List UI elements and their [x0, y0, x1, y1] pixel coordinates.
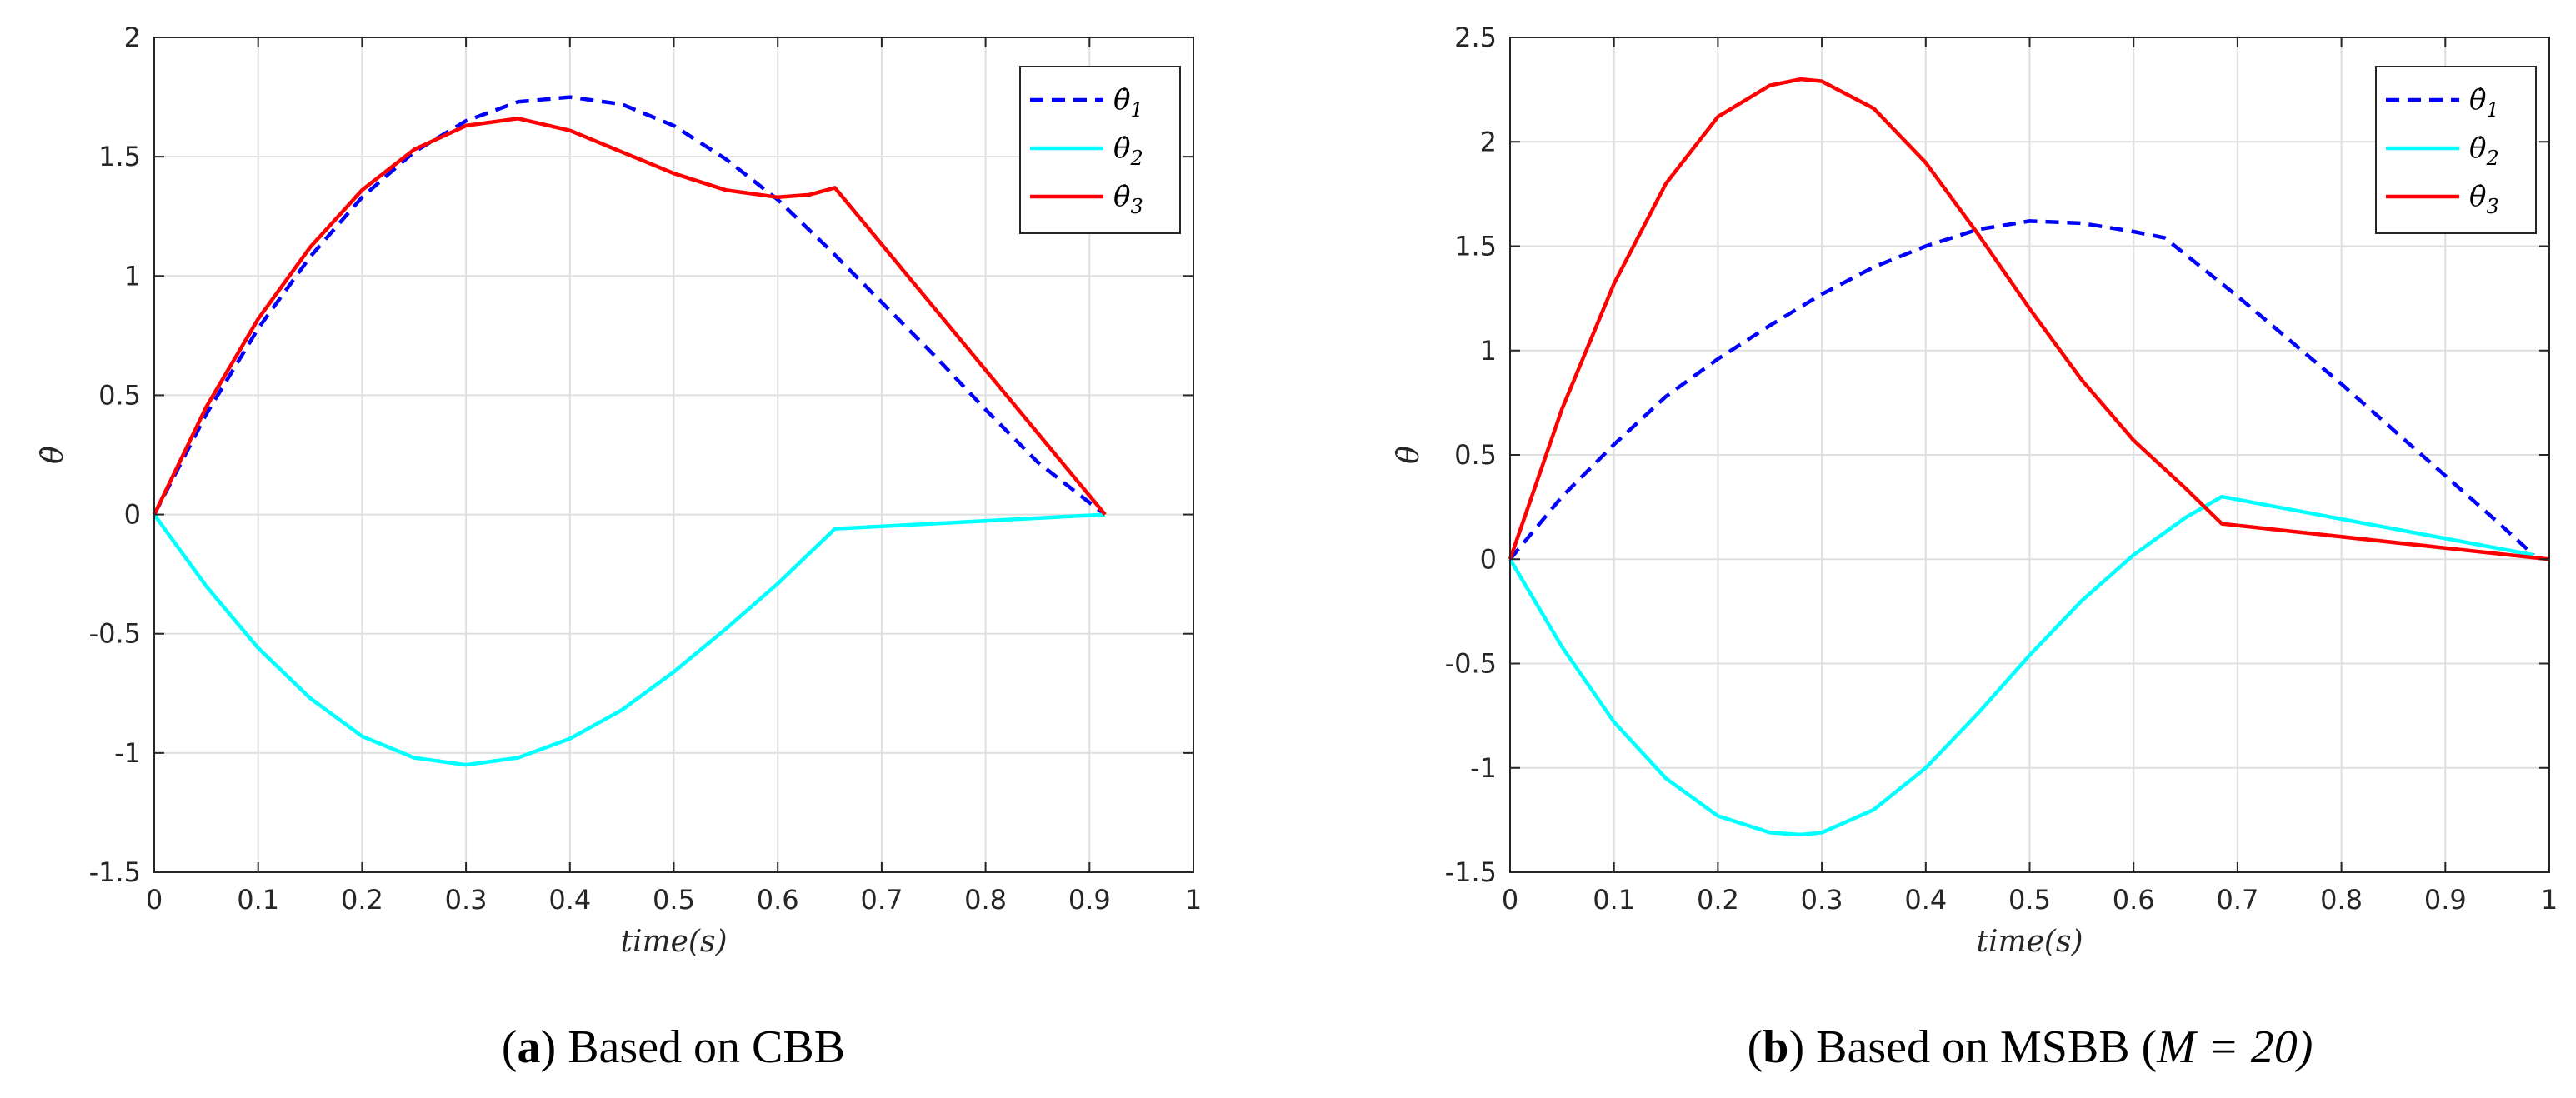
y-tick-label: 0.5: [1454, 439, 1497, 471]
caption-paren-close: ): [1788, 1021, 1816, 1073]
x-tick-label: 0.5: [653, 884, 695, 916]
series-line-theta-dot-2: [1508, 494, 2534, 837]
panel-b: 0 0.1 0.2 0.3 0.4 0.5 0.6 0.7 0.8 0.9 1 -1.5 -1 -0.5 0…: [1392, 22, 2558, 1073]
x-tick-label: 0.2: [341, 884, 383, 916]
x-tick-label: 0.3: [445, 884, 488, 916]
y-tick-label: -1.5: [89, 856, 141, 888]
caption-paren-open: (: [1748, 1021, 1763, 1073]
x-tick-label: 0.2: [1697, 884, 1739, 916]
panel-a: 0 0.1 0.2 0.3 0.4 0.5 0.6 0.7 0.8 0.9 1 -1.5 -1 -0.5 0…: [36, 22, 1202, 1073]
caption-paren-close: ): [541, 1021, 568, 1073]
series-line-theta-dot-3: [152, 117, 1107, 517]
series-line-theta-dot-1: [153, 95, 1107, 517]
caption-text: Based on MSBB (: [1816, 1021, 2157, 1073]
caption-panel-label: a: [518, 1021, 541, 1073]
legend-subscript: 3: [1130, 195, 1143, 218]
caption-suffix: M = 20): [2156, 1021, 2313, 1073]
legend: θ̇1θ̇2θ̇3: [1019, 66, 1181, 234]
x-tick-label: 0.6: [757, 884, 799, 916]
y-tick-label: 1.5: [98, 141, 141, 172]
x-tick-label: 0.7: [860, 884, 903, 916]
legend-subscript: 1: [2486, 98, 2498, 122]
y-tick-label: -1: [114, 737, 141, 769]
caption-text: Based on CBB: [568, 1021, 845, 1073]
y-tick-label: 1: [1480, 335, 1497, 367]
x-tick-label: 0.8: [2320, 884, 2363, 916]
x-tick-label: 0.1: [1593, 884, 1635, 916]
y-axis-label: θ̇: [1392, 446, 1426, 464]
x-axis-label: time(s): [1977, 925, 2083, 959]
legend-label-theta-dot-1: θ̇1: [2469, 83, 2499, 122]
y-tick-label: 1: [124, 260, 141, 292]
x-tick-label: 0: [1502, 884, 1518, 916]
series-line-theta-dot-3: [1508, 77, 2550, 561]
legend-subscript: 2: [1129, 147, 1143, 170]
x-tick-label: 0.6: [2113, 884, 2155, 916]
x-tick-label: 1: [2541, 884, 2558, 916]
x-tick-label: 0.5: [2008, 884, 2051, 916]
x-tick-label: 0.9: [1068, 884, 1111, 916]
y-tick-label: 0: [124, 499, 141, 531]
x-tick-label: 0.8: [964, 884, 1007, 916]
series-line-theta-dot-1: [1508, 219, 2535, 561]
y-tick-label: 0.5: [98, 379, 141, 411]
legend-subscript: 2: [2485, 147, 2498, 170]
y-axis-label: θ̇: [36, 446, 70, 464]
legend: θ̇1θ̇2θ̇3: [2375, 66, 2537, 234]
caption-paren-open: (: [502, 1021, 518, 1073]
y-tick-label: 2.5: [1454, 22, 1497, 53]
x-tick-label: 1: [1185, 884, 1202, 916]
series-line-theta-dot-2: [153, 512, 1106, 767]
x-tick-label: 0.4: [1904, 884, 1947, 916]
x-tick-label: 0.4: [548, 884, 591, 916]
x-axis-label: time(s): [621, 925, 728, 959]
x-tick-label: 0.1: [237, 884, 279, 916]
caption-panel-label: b: [1763, 1021, 1788, 1073]
y-tick-label: -0.5: [1445, 648, 1497, 680]
x-tick-label: 0.9: [2424, 884, 2467, 916]
y-tick-label: 2: [124, 22, 141, 53]
panel-caption: (b) Based on MSBB (M = 20): [1748, 1021, 2313, 1073]
y-tick-label: 0: [1480, 543, 1497, 575]
y-tick-label: 2: [1480, 126, 1497, 157]
x-tick-label: 0.3: [1801, 884, 1843, 916]
legend-subscript: 3: [2486, 195, 2498, 218]
y-tick-label: 1.5: [1454, 231, 1497, 262]
y-tick-label: -1: [1470, 752, 1497, 784]
y-tick-label: -1.5: [1445, 856, 1497, 888]
y-tick-label: -0.5: [89, 618, 141, 650]
legend-subscript: 1: [1130, 98, 1143, 122]
x-tick-label: 0.7: [2216, 884, 2258, 916]
x-tick-label: 0: [146, 884, 163, 916]
panel-caption: (a) Based on CBB: [502, 1021, 845, 1073]
